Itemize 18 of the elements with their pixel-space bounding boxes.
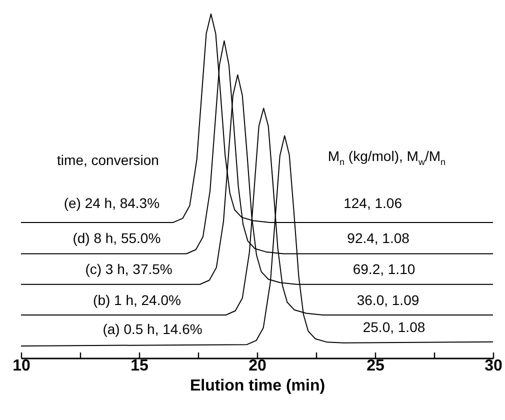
annotation: 69.2, 1.10 [352, 261, 416, 277]
annotation: time, conversion [57, 152, 159, 168]
series-label: (d) 8 h, 55.0% [72, 230, 161, 246]
series-label: (e) 24 h, 84.3% [64, 195, 160, 211]
annotation: M$_{n}$ (kg/mol), M$_{w}$/M$_{n}$ [328, 148, 446, 167]
annotation: 25.0, 1.08 [362, 318, 426, 335]
annotation: 36.0, 1.09 [356, 292, 420, 308]
series-label: (c) 3 h, 37.5% [85, 261, 172, 277]
x-tick-label: 10 [12, 358, 30, 374]
x-tick-label: 20 [248, 358, 266, 374]
series-label: (a) 0.5 h, 14.6% [102, 321, 202, 337]
annotation: 92.4, 1.08 [347, 230, 410, 246]
x-axis-title: Elution time (min) [190, 378, 326, 394]
x-tick-label: 30 [484, 358, 502, 374]
series-label: (b) 1 h, 24.0% [93, 292, 181, 308]
x-tick-label: 15 [130, 358, 148, 374]
x-tick-label: 25 [366, 358, 384, 374]
annotation: 124, 1.06 [344, 195, 402, 211]
